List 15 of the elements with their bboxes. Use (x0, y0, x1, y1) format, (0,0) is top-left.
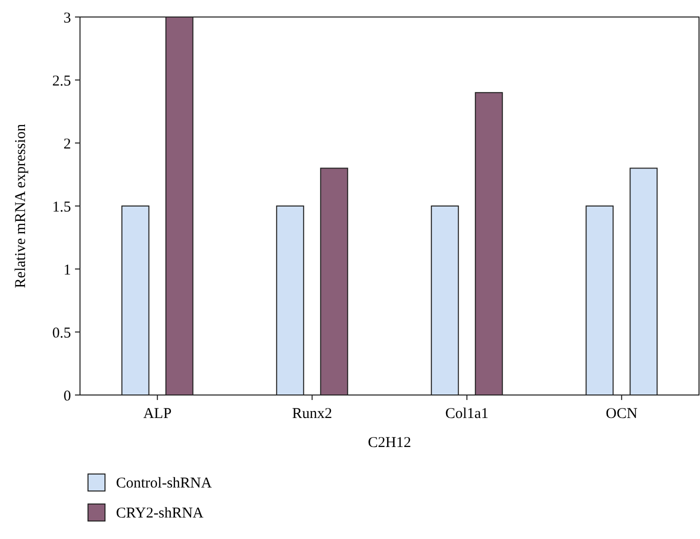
legend-label: CRY2-shRNA (116, 505, 204, 522)
y-tick-label: 3 (64, 10, 71, 26)
x-tick-label: OCN (606, 406, 638, 422)
y-tick-label: 2 (64, 136, 71, 152)
y-axis-title: Relative mRNA expression (13, 123, 29, 288)
y-tick-label: 1.5 (52, 199, 71, 216)
y-tick-label: 0.5 (52, 325, 71, 342)
x-tick-label: ALP (143, 406, 172, 422)
y-tick-label: 0 (64, 388, 71, 404)
x-tick-label: Runx2 (292, 406, 332, 422)
y-tick-label: 2.5 (52, 73, 71, 90)
x-axis-title: C2H12 (368, 435, 412, 451)
legend-label: Control-shRNA (116, 475, 212, 492)
x-tick-label: Col1a1 (445, 406, 489, 422)
y-tick-label: 1 (64, 262, 71, 278)
